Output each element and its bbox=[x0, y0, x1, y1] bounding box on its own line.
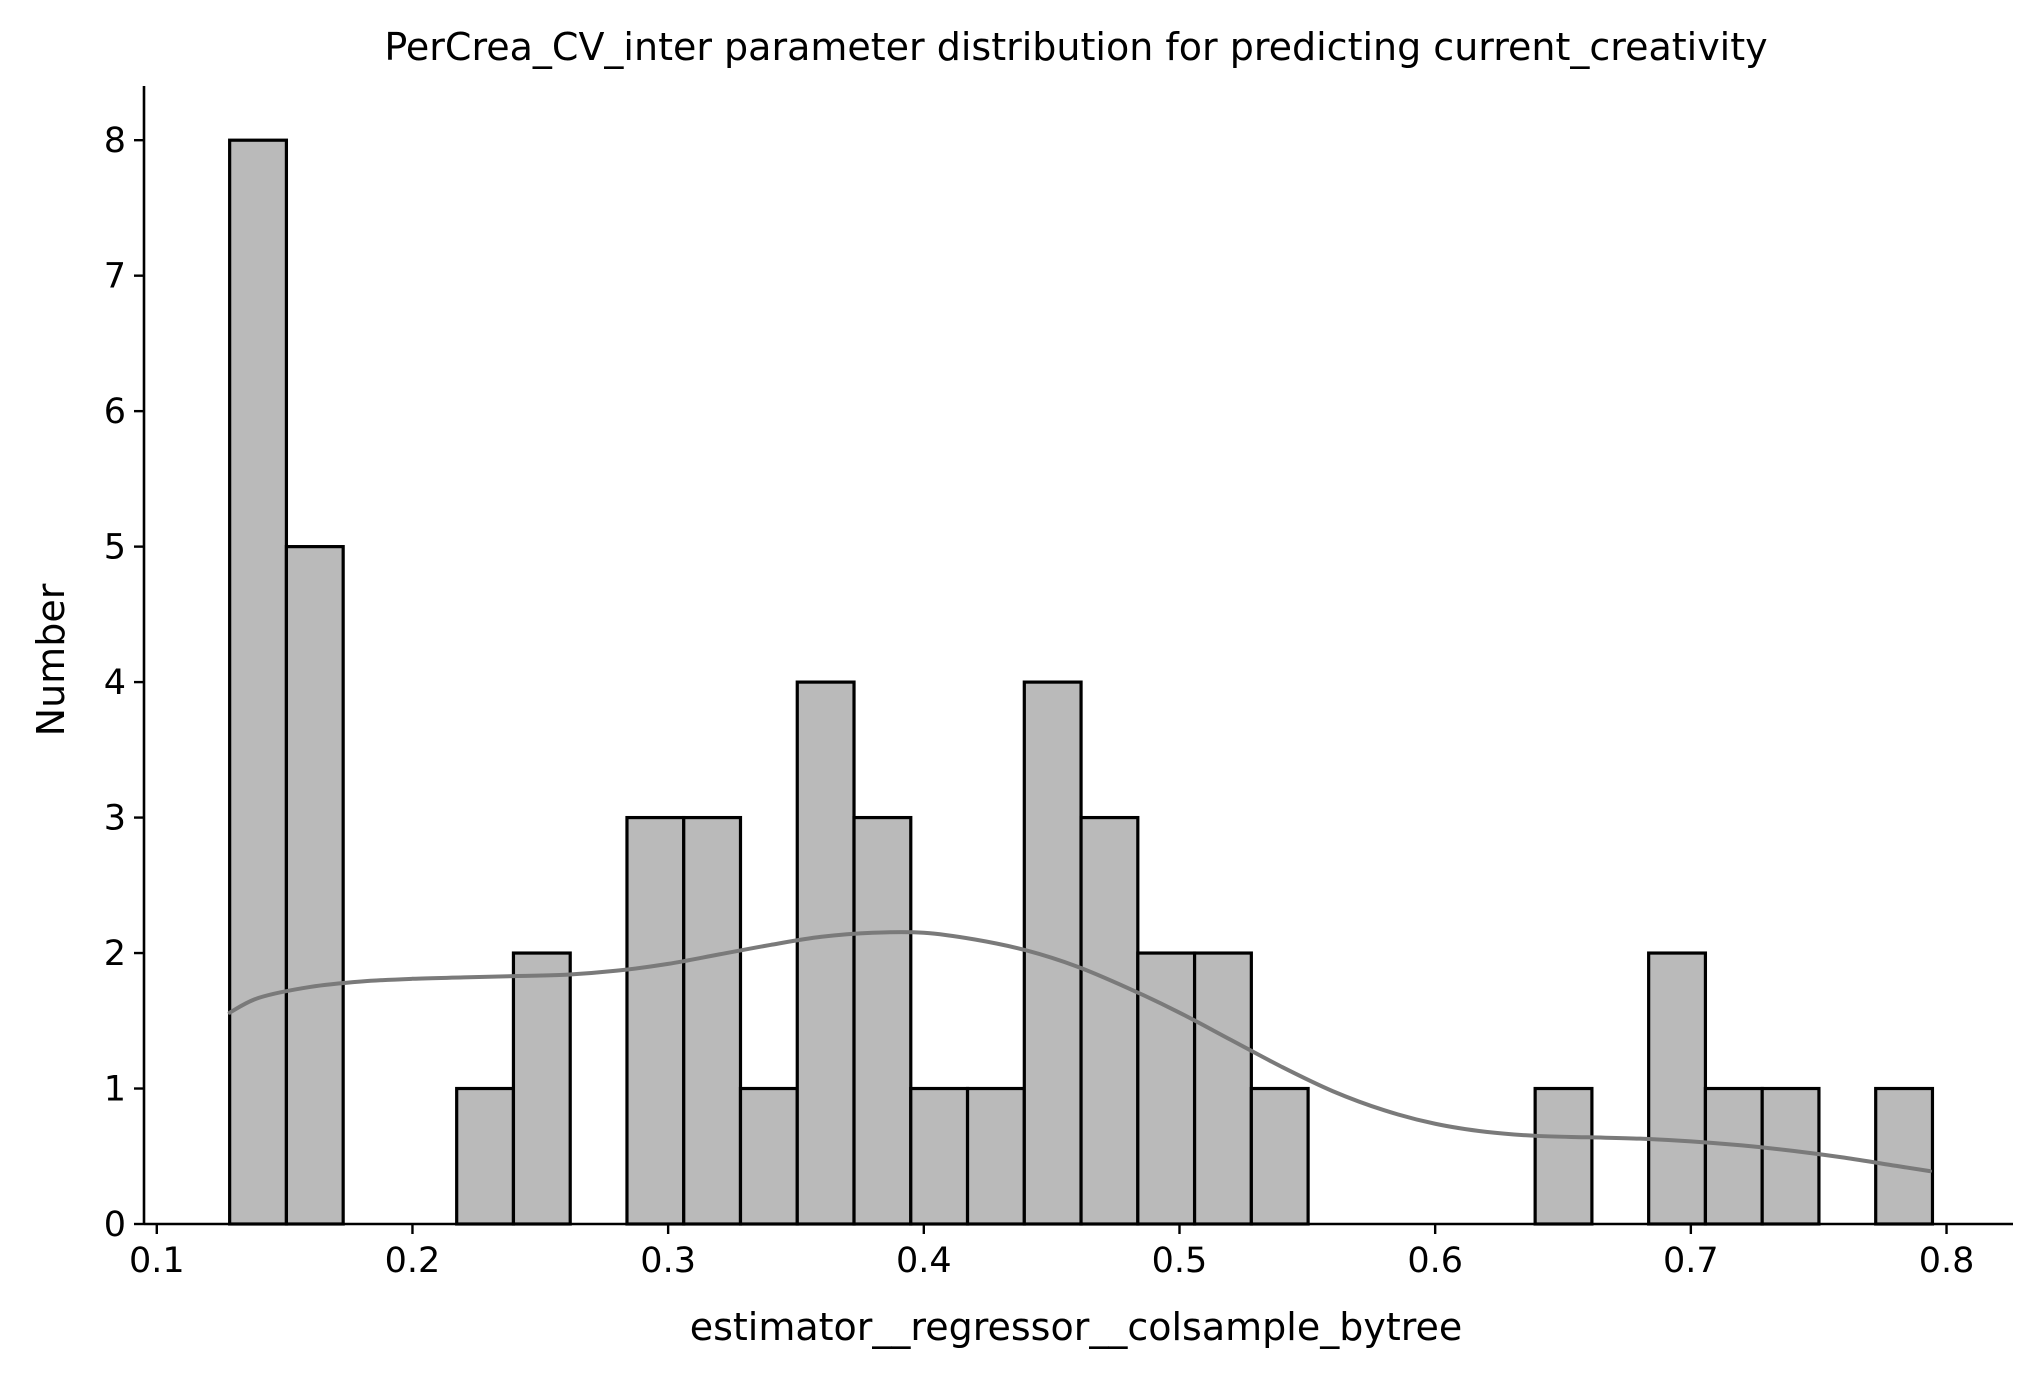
bars-group bbox=[228, 138, 1935, 1226]
histogram-bar bbox=[1760, 1086, 1821, 1226]
histogram-bar bbox=[1249, 1086, 1310, 1226]
histogram-bar bbox=[738, 1086, 799, 1226]
x-tick-label: 0.4 bbox=[896, 1241, 952, 1281]
histogram-bar bbox=[625, 815, 686, 1226]
histogram-bar bbox=[1533, 1086, 1594, 1226]
y-tick-label: 4 bbox=[104, 663, 126, 703]
y-tick-label: 6 bbox=[104, 392, 126, 432]
y-tick-label: 3 bbox=[104, 799, 126, 839]
x-tick-label: 0.8 bbox=[1919, 1241, 1975, 1281]
x-axis-label: estimator__regressor__colsample_bytree bbox=[690, 1305, 1463, 1349]
histogram-bar bbox=[1874, 1086, 1935, 1226]
y-tick-label: 2 bbox=[104, 934, 126, 974]
histogram-bar bbox=[511, 951, 572, 1226]
histogram-bar bbox=[1703, 1086, 1764, 1226]
y-axis-label: Number bbox=[29, 583, 73, 736]
histogram-bar bbox=[1079, 815, 1140, 1226]
x-tick-label: 0.5 bbox=[1152, 1241, 1208, 1281]
y-tick-label: 5 bbox=[104, 528, 126, 568]
y-tick-label: 0 bbox=[104, 1205, 126, 1245]
y-tick-label: 7 bbox=[104, 257, 126, 297]
histogram-bar bbox=[455, 1086, 516, 1226]
histogram-bar bbox=[284, 545, 345, 1226]
kde-curve bbox=[227, 930, 1932, 1174]
y-tick-label: 1 bbox=[104, 1070, 126, 1110]
x-ticks-group: 0.1 0.2 0.3 0.4 0.5 0.6 0.7 0.8 bbox=[129, 1224, 1974, 1281]
histogram-bar bbox=[682, 815, 743, 1226]
x-tick-label: 0.3 bbox=[640, 1241, 696, 1281]
histogram-bar bbox=[1647, 951, 1708, 1226]
histogram-bar bbox=[852, 815, 913, 1226]
histogram-bar bbox=[1192, 951, 1253, 1226]
histogram-bar bbox=[909, 1086, 970, 1226]
x-tick-label: 0.2 bbox=[385, 1241, 441, 1281]
histogram-bar bbox=[1136, 951, 1197, 1226]
x-tick-label: 0.6 bbox=[1407, 1241, 1463, 1281]
histogram-bar bbox=[795, 680, 856, 1226]
x-tick-label: 0.1 bbox=[129, 1241, 185, 1281]
x-tick-label: 0.7 bbox=[1663, 1241, 1719, 1281]
chart-title: PerCrea_CV_inter parameter distribution … bbox=[384, 25, 1767, 69]
y-ticks-group: 0 1 2 3 4 5 6 7 8 bbox=[104, 121, 144, 1245]
histogram-bar bbox=[965, 1086, 1026, 1226]
y-tick-label: 8 bbox=[104, 121, 126, 161]
histogram-bar bbox=[228, 138, 289, 1226]
